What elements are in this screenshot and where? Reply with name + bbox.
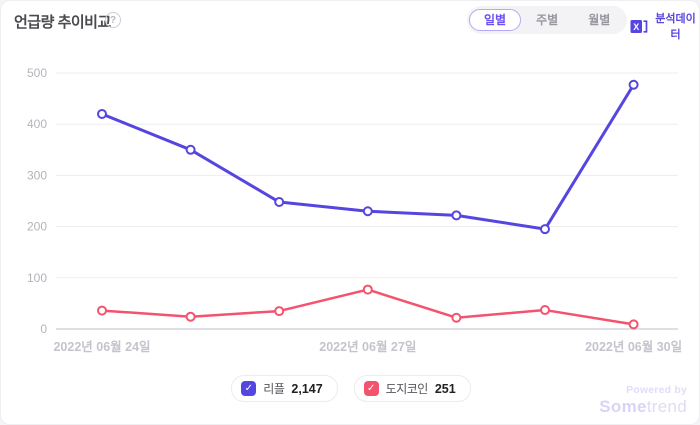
page-title: 언급량 추이비교	[14, 14, 111, 31]
svg-text:200: 200	[27, 220, 47, 234]
svg-text:400: 400	[27, 117, 47, 131]
tab-daily[interactable]: 일별	[469, 9, 522, 31]
legend-count: 2,147	[291, 381, 323, 396]
svg-text:100: 100	[27, 271, 47, 285]
export-analysis-data-button[interactable]: X 분석데이터	[630, 10, 699, 42]
legend-item-dogecoin[interactable]: ✓ 도지코인 251	[353, 375, 471, 402]
checkbox-checked-icon: ✓	[363, 381, 379, 396]
chart-legend: ✓ 리플 2,147 ✓ 도지코인 251	[1, 375, 700, 402]
svg-text:0: 0	[40, 322, 47, 336]
checkbox-checked-icon: ✓	[241, 381, 257, 396]
svg-text:2022년 06월 30일: 2022년 06월 30일	[585, 339, 682, 354]
svg-text:2022년 06월 27일: 2022년 06월 27일	[319, 339, 416, 354]
legend-count: 251	[434, 381, 456, 396]
svg-text:300: 300	[27, 168, 47, 182]
svg-text:2022년 06월 24일: 2022년 06월 24일	[53, 339, 150, 354]
excel-icon: X	[630, 18, 648, 35]
period-tab-group: 일별 주별 월별	[467, 6, 628, 34]
tab-monthly[interactable]: 월별	[573, 9, 625, 31]
legend-item-ripple[interactable]: ✓ 리플 2,147	[231, 375, 338, 402]
chart-canvas[interactable]: 0 100 200 300 400 500 2022년 06월 24일 2022년 06월 2…	[1, 56, 700, 366]
tab-weekly[interactable]: 주별	[521, 9, 573, 31]
legend-label: 리플	[263, 382, 285, 396]
legend-label: 도지코인	[385, 382, 429, 396]
export-label: 분석데이터	[655, 13, 696, 41]
svg-text:X: X	[633, 22, 639, 32]
line-chart[interactable]: 0 100 200 300 400 500 2022년 06월 24일 2022년 06월 2…	[1, 56, 700, 366]
svg-text:500: 500	[27, 66, 47, 80]
help-icon[interactable]: ?	[105, 12, 121, 28]
